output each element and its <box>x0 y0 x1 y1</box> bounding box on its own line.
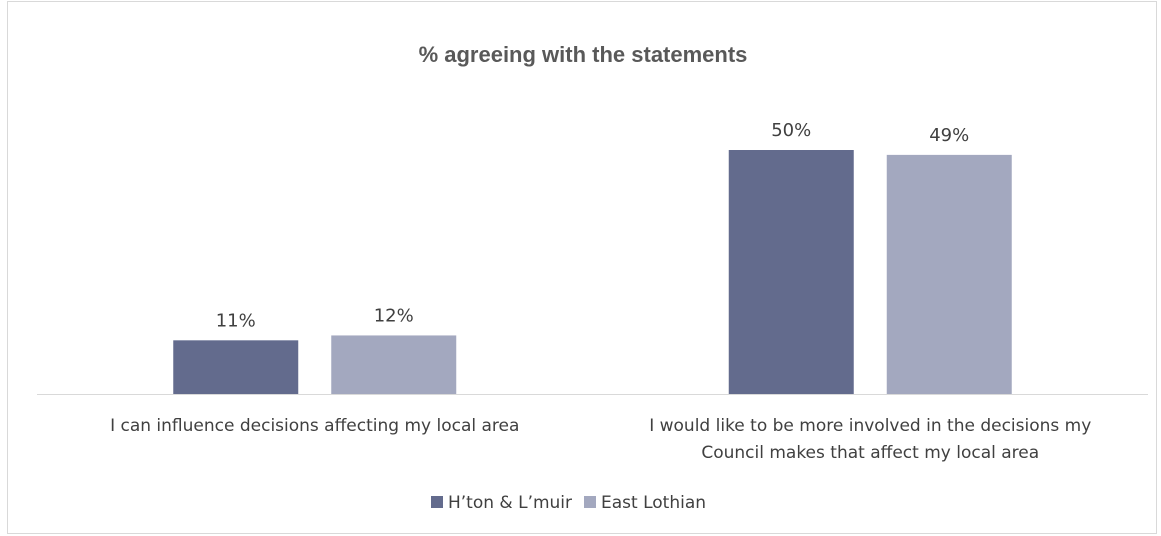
chart-title: % agreeing with the statements <box>419 42 748 67</box>
legend-swatch <box>584 496 596 508</box>
data-label: 49% <box>929 125 969 146</box>
category-label: I can influence decisions affecting my l… <box>110 416 519 436</box>
plot-area: 11% 12% I can influence decisions affectin… <box>37 120 1148 463</box>
data-label: 12% <box>374 305 414 326</box>
legend-swatch <box>431 496 443 508</box>
bar-hton-lmuir-1 <box>173 340 299 394</box>
bar-hton-lmuir-2 <box>728 150 854 394</box>
data-label: 50% <box>771 120 811 141</box>
category-label: I would like to be more involved in the … <box>649 416 1091 436</box>
legend: H’ton & L’muir East Lothian <box>431 493 706 513</box>
bar-east-lothian-2 <box>886 154 1012 394</box>
data-label: 11% <box>216 310 256 331</box>
legend-label: East Lothian <box>601 493 706 513</box>
bar-east-lothian-1 <box>331 335 457 394</box>
legend-label: H’ton & L’muir <box>448 493 572 513</box>
category-label: Council makes that affect my local area <box>701 443 1039 463</box>
